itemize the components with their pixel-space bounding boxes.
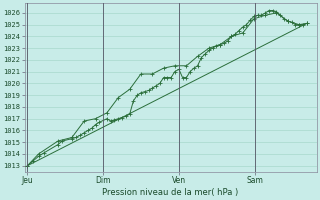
X-axis label: Pression niveau de la mer( hPa ): Pression niveau de la mer( hPa )	[102, 188, 239, 197]
